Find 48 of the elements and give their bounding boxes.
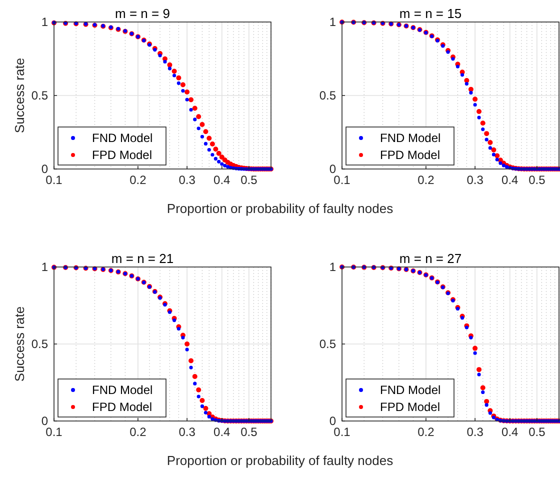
x-tick-label: 0.1 <box>46 173 63 187</box>
chart-title: m = n = 27 <box>399 251 462 266</box>
legend-label: FPD Model <box>92 400 152 414</box>
y-axis-title: Success rate <box>12 306 27 382</box>
chart-title: m = n = 21 <box>111 251 174 266</box>
x-tick-label: 0.1 <box>334 173 351 187</box>
x-tick-label: 0.2 <box>418 173 435 187</box>
legend-label: FPD Model <box>380 148 440 162</box>
x-tick-label: 0.5 <box>240 173 258 187</box>
x-tick-label: 0.4 <box>214 425 231 439</box>
y-tick-label: 0 <box>329 414 336 428</box>
x-tick-label: 0.4 <box>502 425 519 439</box>
legend-label: FND Model <box>380 131 441 145</box>
y-tick-label: 0.5 <box>319 337 336 351</box>
y-tick-label: 0.5 <box>319 88 336 102</box>
y-tick-label: 0 <box>329 162 336 176</box>
x-tick-label: 0.2 <box>130 173 147 187</box>
legend-label: FND Model <box>92 383 153 397</box>
x-tick-label: 0.4 <box>214 173 231 187</box>
legend-label: FND Model <box>380 383 441 397</box>
chart-title: m = n = 9 <box>115 6 170 21</box>
x-tick-label: 0.1 <box>46 425 63 439</box>
x-tick-label: 0.3 <box>466 425 484 439</box>
x-tick-label: 0.2 <box>418 425 435 439</box>
x-axis-title: Proportion or probability of faulty nodes <box>166 453 394 468</box>
x-tick-label: 0.5 <box>528 173 546 187</box>
legend-label: FPD Model <box>92 148 152 162</box>
x-tick-label: 0.3 <box>178 425 196 439</box>
x-tick-label: 0.4 <box>502 173 519 187</box>
x-tick-label: 0.2 <box>130 425 147 439</box>
y-axis-title: Success rate <box>12 58 27 134</box>
x-tick-label: 0.1 <box>334 425 351 439</box>
y-tick-label: 0.5 <box>31 88 48 102</box>
x-tick-label: 0.3 <box>178 173 196 187</box>
x-axis-title: Proportion or probability of faulty nodes <box>166 201 394 216</box>
chart-title: m = n = 15 <box>399 6 462 21</box>
y-tick-label: 1 <box>41 15 48 29</box>
y-tick-label: 1 <box>41 260 48 274</box>
y-tick-label: 1 <box>329 15 336 29</box>
y-tick-label: 0.5 <box>31 337 48 351</box>
y-tick-label: 0 <box>41 414 48 428</box>
y-tick-label: 1 <box>329 260 336 274</box>
legend-label: FPD Model <box>380 400 440 414</box>
x-tick-label: 0.3 <box>466 173 484 187</box>
y-tick-label: 0 <box>41 162 48 176</box>
x-tick-label: 0.5 <box>528 425 546 439</box>
x-tick-label: 0.5 <box>240 425 258 439</box>
legend-label: FND Model <box>92 131 153 145</box>
